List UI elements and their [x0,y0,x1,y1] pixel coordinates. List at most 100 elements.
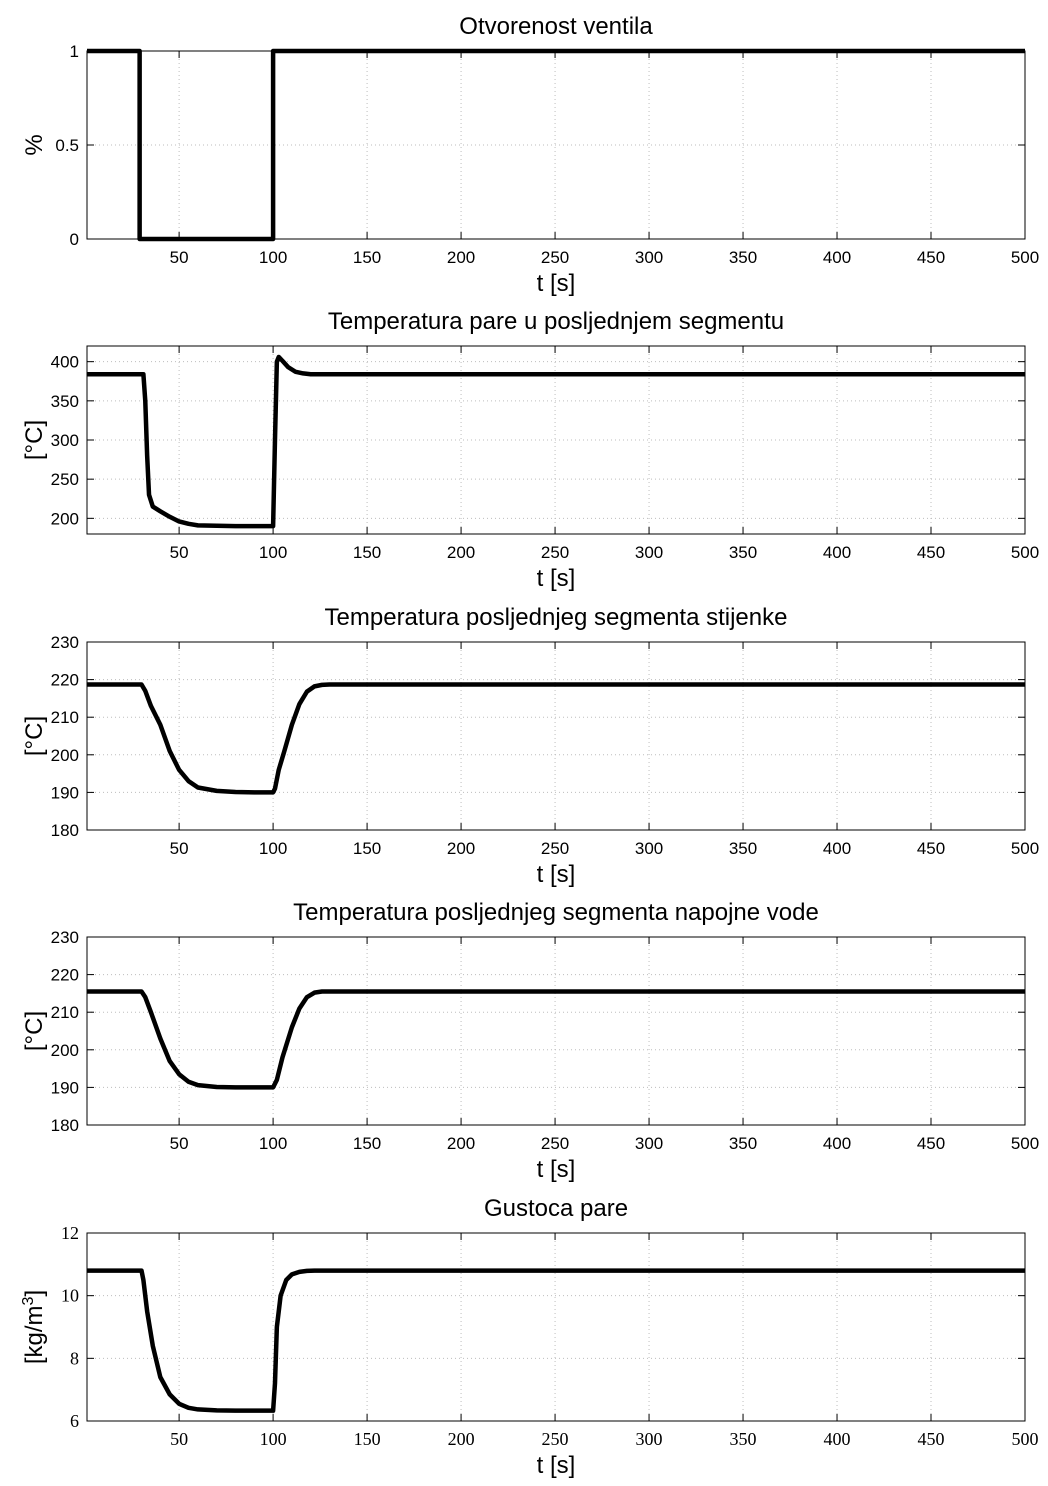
y-tick-label: 250 [51,470,79,489]
y-axis-label: % [21,134,48,155]
y-tick-label: 180 [51,1116,79,1135]
x-tick-label: 450 [918,1429,945,1449]
y-tick-label: 8 [70,1348,79,1368]
x-tick-label: 500 [1012,1429,1039,1449]
subplot-5: 50 100 150 200 250 300 350 400 450 500 6 8 10 12 Gusto… [20,1195,1039,1479]
x-axis-label: t [s] [537,861,576,888]
chart-title: Temperatura posljednjeg segmenta stijenk… [325,604,788,631]
x-axis-label: t [s] [537,1156,576,1183]
x-tick-label: 350 [729,543,757,562]
x-tick-label: 200 [447,1134,475,1153]
x-tick-label: 50 [170,248,189,267]
chart-title: Temperatura posljednjeg segmenta napojne… [293,899,819,926]
x-tick-label: 250 [541,1134,569,1153]
x-tick-label: 50 [170,1429,188,1449]
y-axis-label-base: [kg/m [21,1305,48,1364]
x-tick-label: 400 [823,839,851,858]
y-tick-label: 220 [51,671,79,690]
x-tick-label: 350 [729,248,757,267]
x-tick-label: 450 [917,839,945,858]
x-tick-label: 150 [353,543,381,562]
x-tick-label: 250 [541,839,569,858]
x-tick-label: 200 [447,248,475,267]
x-tick-label: 150 [353,1134,381,1153]
x-tick-label: 100 [259,1134,287,1153]
y-axis-label: [°C] [21,1011,48,1051]
x-tick-label: 300 [636,1429,663,1449]
series-line [87,1268,1025,1413]
y-tick-label: 10 [61,1286,79,1306]
x-tick-label: 250 [541,543,569,562]
y-tick-label: 300 [51,431,79,450]
axes-box [86,1232,1026,1422]
x-tick-label: 500 [1011,248,1039,267]
x-tick-label: 300 [635,839,663,858]
x-tick-label: 250 [542,1429,569,1449]
x-tick-label: 50 [170,1134,189,1153]
x-tick-label: 400 [823,1134,851,1153]
x-tick-label: 450 [917,248,945,267]
y-axis-label: [°C] [21,716,48,756]
y-tick-label: 6 [70,1411,79,1431]
x-axis-label: t [s] [537,270,576,297]
y-tick-label: 180 [51,821,79,840]
y-axis-label-superscript: 3 [20,1296,37,1305]
y-tick-label: 230 [51,633,79,652]
y-tick-label: 0 [70,230,79,249]
x-tick-label: 350 [729,1134,757,1153]
y-tick-label: 210 [51,1003,79,1022]
series-line [87,989,1025,1090]
x-tick-label: 400 [824,1429,851,1449]
x-tick-label: 450 [917,1134,945,1153]
x-tick-label: 300 [635,543,663,562]
x-tick-label: 450 [917,543,945,562]
series-line [87,354,1025,529]
y-tick-label: 210 [51,708,79,727]
y-tick-label: 1 [70,42,79,61]
x-tick-label: 350 [730,1429,757,1449]
series-line [87,682,1025,795]
x-tick-label: 300 [635,248,663,267]
y-tick-label: 0.5 [55,136,79,155]
x-tick-label: 200 [448,1429,475,1449]
y-axis-label-end: ] [21,1290,48,1297]
y-tick-label: 190 [51,783,79,802]
y-tick-label: 400 [51,353,79,372]
y-axis-label: [kg/m3] [20,1290,48,1364]
x-tick-label: 500 [1011,839,1039,858]
y-tick-label: 12 [61,1223,79,1243]
axes-box [86,936,1026,1126]
x-tick-label: 50 [170,543,189,562]
x-tick-label: 100 [259,543,287,562]
x-tick-label: 250 [541,248,569,267]
x-tick-label: 500 [1011,543,1039,562]
x-axis-label: t [s] [537,1452,576,1479]
y-tick-label: 220 [51,966,79,985]
x-tick-label: 100 [259,839,287,858]
y-tick-label: 200 [51,509,79,528]
x-tick-label: 100 [259,248,287,267]
axes-box [86,641,1026,831]
chart-title: Temperatura pare u posljednjem segmentu [328,308,784,335]
y-tick-label: 200 [51,746,79,765]
x-tick-label: 400 [823,248,851,267]
x-tick-label: 150 [354,1429,381,1449]
x-tick-label: 400 [823,543,851,562]
x-tick-label: 150 [353,839,381,858]
y-tick-label: 190 [51,1078,79,1097]
subplot-2: 50 100 150 200 250 300 350 400 450 500 200 250 300 35… [21,308,1039,592]
subplot-3: 50 100 150 200 250 300 350 400 450 500 180 190 200 21… [21,604,1039,888]
x-tick-label: 150 [353,248,381,267]
y-tick-label: 230 [51,928,79,947]
x-tick-label: 350 [729,839,757,858]
y-tick-label: 350 [51,392,79,411]
x-tick-label: 100 [260,1429,287,1449]
y-axis-label: [°C] [21,420,48,460]
x-tick-label: 200 [447,839,475,858]
x-axis-label: t [s] [537,565,576,592]
subplot-1: 50 100 150 200 250 300 350 400 450 500 0 0.5 1 Otvore… [21,13,1039,297]
chart-title: Gustoca pare [484,1195,628,1222]
x-tick-label: 300 [635,1134,663,1153]
x-tick-label: 50 [170,839,189,858]
